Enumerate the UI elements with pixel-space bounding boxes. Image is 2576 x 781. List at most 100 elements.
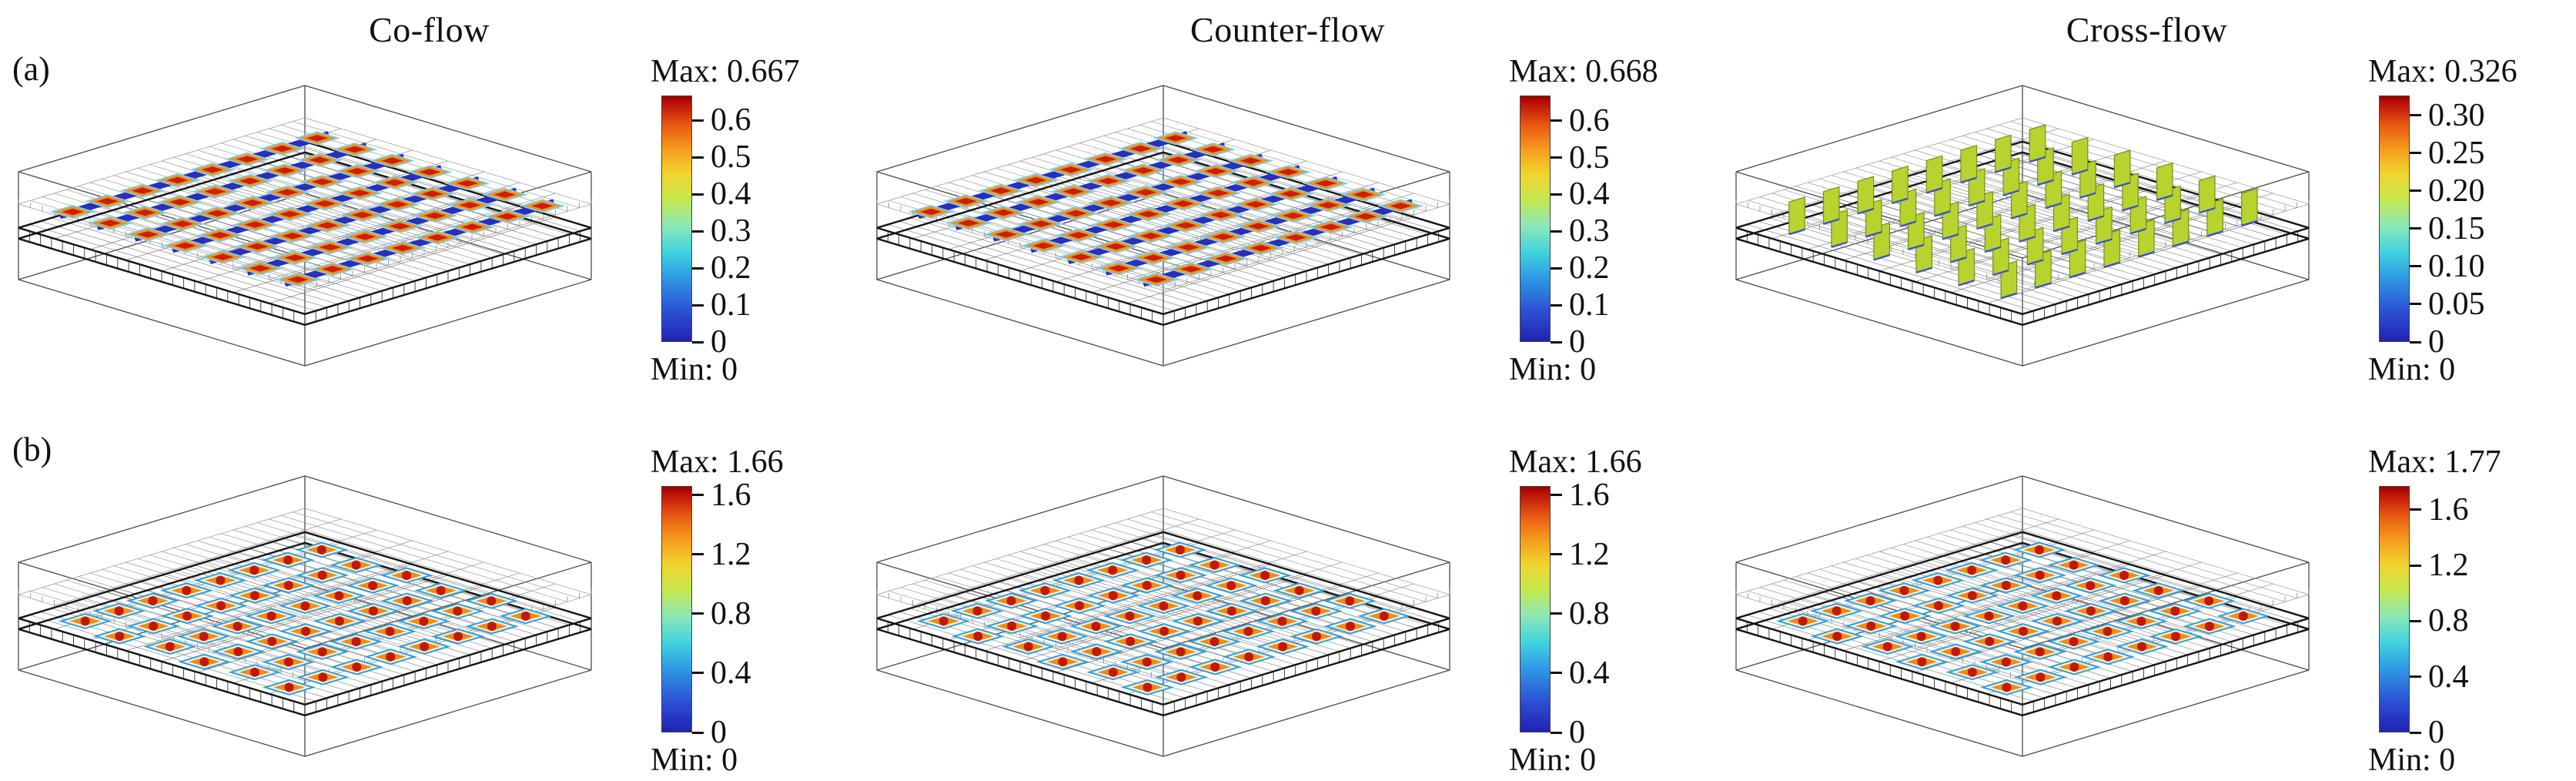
tick-mark [2410, 303, 2421, 306]
colorbar: Max: 1.66 1.6 1.2 0.8 0.4 0 Min: 0 [1509, 444, 1715, 779]
colorbar-tick: 0.4 [1551, 657, 1610, 689]
colorbar-tick: 0.3 [1551, 215, 1610, 247]
colorbar-tick: 0.4 [2410, 661, 2469, 693]
colorbar-tick: 0 [692, 326, 727, 358]
tick-mark [1551, 303, 1562, 307]
tick-mark [2410, 675, 2421, 679]
colorbar-tick: 0 [2410, 716, 2444, 749]
tick-label: 0 [1569, 324, 1585, 360]
tick-mark [692, 731, 704, 734]
tick-mark [692, 266, 704, 270]
tick-label: 0.30 [2428, 97, 2485, 133]
tick-label: 0.8 [2428, 603, 2469, 639]
plot-3d-b-co-flow [18, 475, 592, 757]
row-label-a: (a) [12, 50, 50, 88]
tick-label: 1.2 [2428, 548, 2469, 584]
tick-mark [692, 303, 704, 307]
colorbar-min-label: Min: 0 [1509, 352, 1597, 387]
colorbar-tick: 0.6 [692, 104, 751, 136]
colorbar-max-label: Max: 1.77 [2368, 444, 2501, 480]
tick-mark [1551, 731, 1562, 734]
colorbar-ticks: 0.6 0.5 0.4 0.3 0.2 0.1 0 [1551, 96, 1708, 358]
colorbar-tick: 0 [692, 716, 727, 749]
tick-label: 1.6 [2428, 491, 2469, 528]
colorbar-ticks: 1.6 1.2 0.8 0.4 0 [2410, 486, 2568, 749]
tick-label: 1.2 [1569, 536, 1610, 572]
tick-mark [1551, 193, 1562, 196]
field-glyphs [58, 541, 553, 696]
colorbar-tick: 0.1 [692, 289, 751, 321]
colorbar-min-label: Min: 0 [2368, 742, 2456, 778]
colorbar-gradient [1520, 96, 1551, 342]
colorbar: Max: 1.77 1.6 1.2 0.8 0.4 0 Min: 0 [2368, 444, 2574, 779]
colorbar-bar-wrap: 1.6 1.2 0.8 0.4 0 [2379, 486, 2469, 749]
tick-label: 0.2 [1569, 250, 1610, 287]
mesh-grid [1735, 508, 2310, 682]
colorbar-tick: 1.2 [1551, 538, 1610, 571]
tick-label: 0.3 [1569, 213, 1610, 250]
colorbar-tick: 0.30 [2410, 99, 2485, 132]
tick-label: 0.10 [2428, 248, 2485, 284]
colorbar-max-label: Max: 1.66 [1509, 444, 1642, 480]
plot-3d-a-counter-flow [876, 85, 1450, 367]
colorbar-tick: 0.8 [1551, 598, 1610, 630]
tick-mark [2410, 564, 2421, 567]
colorbar-tick: 0.10 [2410, 250, 2485, 283]
colorbar-ticks: 0.30 0.25 0.20 0.15 0.10 0.05 0 [2410, 96, 2568, 358]
tick-mark [2410, 731, 2421, 734]
colorbar-ticks: 1.6 1.2 0.8 0.4 0 [692, 479, 850, 749]
tick-label: 0.25 [2428, 135, 2485, 171]
colorbar-tick: 0.2 [1551, 252, 1610, 284]
tick-label: 1.2 [711, 536, 751, 572]
colorbar-gradient [1520, 486, 1551, 732]
tick-mark [1551, 266, 1562, 270]
field-glyphs [49, 131, 566, 287]
colorbar-tick: 0.5 [692, 141, 751, 173]
colorbar-tick: 1.6 [1551, 479, 1610, 511]
tick-label: 0.1 [1569, 287, 1610, 323]
colorbar: Max: 0.668 0.6 0.5 0.4 0.3 0.2 0.1 0 Min: 0 [1509, 54, 1715, 388]
colorbar-min-label: Min: 0 [651, 352, 738, 387]
tick-mark [2410, 227, 2421, 230]
tick-mark [1551, 156, 1562, 159]
tick-label: 0.4 [711, 176, 751, 213]
colorbar-gradient [661, 486, 692, 732]
plot-3d-b-cross-flow [1735, 475, 2310, 757]
colorbar-bar-wrap: 0.6 0.5 0.4 0.3 0.2 0.1 0 [1520, 96, 1610, 358]
field-glyphs [1788, 124, 2258, 300]
colorbar-tick: 1.2 [692, 538, 751, 571]
panel-b-cross-flow: Max: 1.77 1.6 1.2 0.8 0.4 0 Min: 0 [1718, 390, 2576, 781]
tick-label: 0.1 [711, 287, 751, 323]
colorbar-gradient [2379, 486, 2410, 732]
colorbar-max-label: Max: 0.667 [651, 54, 800, 89]
colorbar-tick: 1.2 [2410, 549, 2469, 582]
tick-label: 0.4 [1569, 176, 1610, 213]
field-glyphs [1775, 541, 2270, 696]
tick-mark [1551, 672, 1562, 675]
tick-label: 0 [711, 324, 727, 360]
tick-mark [2410, 265, 2421, 268]
field-glyphs [908, 131, 1424, 287]
tick-label: 0 [2428, 324, 2444, 360]
colorbar-tick: 0.15 [2410, 213, 2485, 245]
plot-3d-b-counter-flow [876, 475, 1450, 757]
tick-mark [2410, 152, 2421, 155]
colorbar-tick: 0.3 [692, 215, 751, 247]
tick-label: 0.4 [2428, 659, 2469, 695]
colorbar-min-label: Min: 0 [1509, 742, 1597, 778]
colorbar-tick: 0.1 [1551, 289, 1610, 321]
tick-label: 0.3 [711, 213, 751, 250]
tick-label: 0.05 [2428, 286, 2485, 322]
panel-b-counter-flow: Max: 1.66 1.6 1.2 0.8 0.4 0 Min: 0 [858, 390, 1717, 781]
colorbar-gradient [2379, 96, 2410, 342]
tick-mark [692, 672, 704, 675]
colorbar-tick: 1.6 [692, 479, 751, 511]
tick-label: 0.4 [711, 655, 751, 691]
panel-b-co-flow: Max: 1.66 1.6 1.2 0.8 0.4 0 Min: 0 [0, 390, 858, 781]
tick-mark [2410, 619, 2421, 622]
colorbar: Max: 0.326 0.30 0.25 0.20 0.15 0.10 0.05 0 Min… [2368, 54, 2574, 388]
tick-mark [692, 156, 704, 159]
tick-label: 0.5 [1569, 139, 1610, 176]
colorbar: Max: 1.66 1.6 1.2 0.8 0.4 0 Min: 0 [651, 444, 857, 779]
